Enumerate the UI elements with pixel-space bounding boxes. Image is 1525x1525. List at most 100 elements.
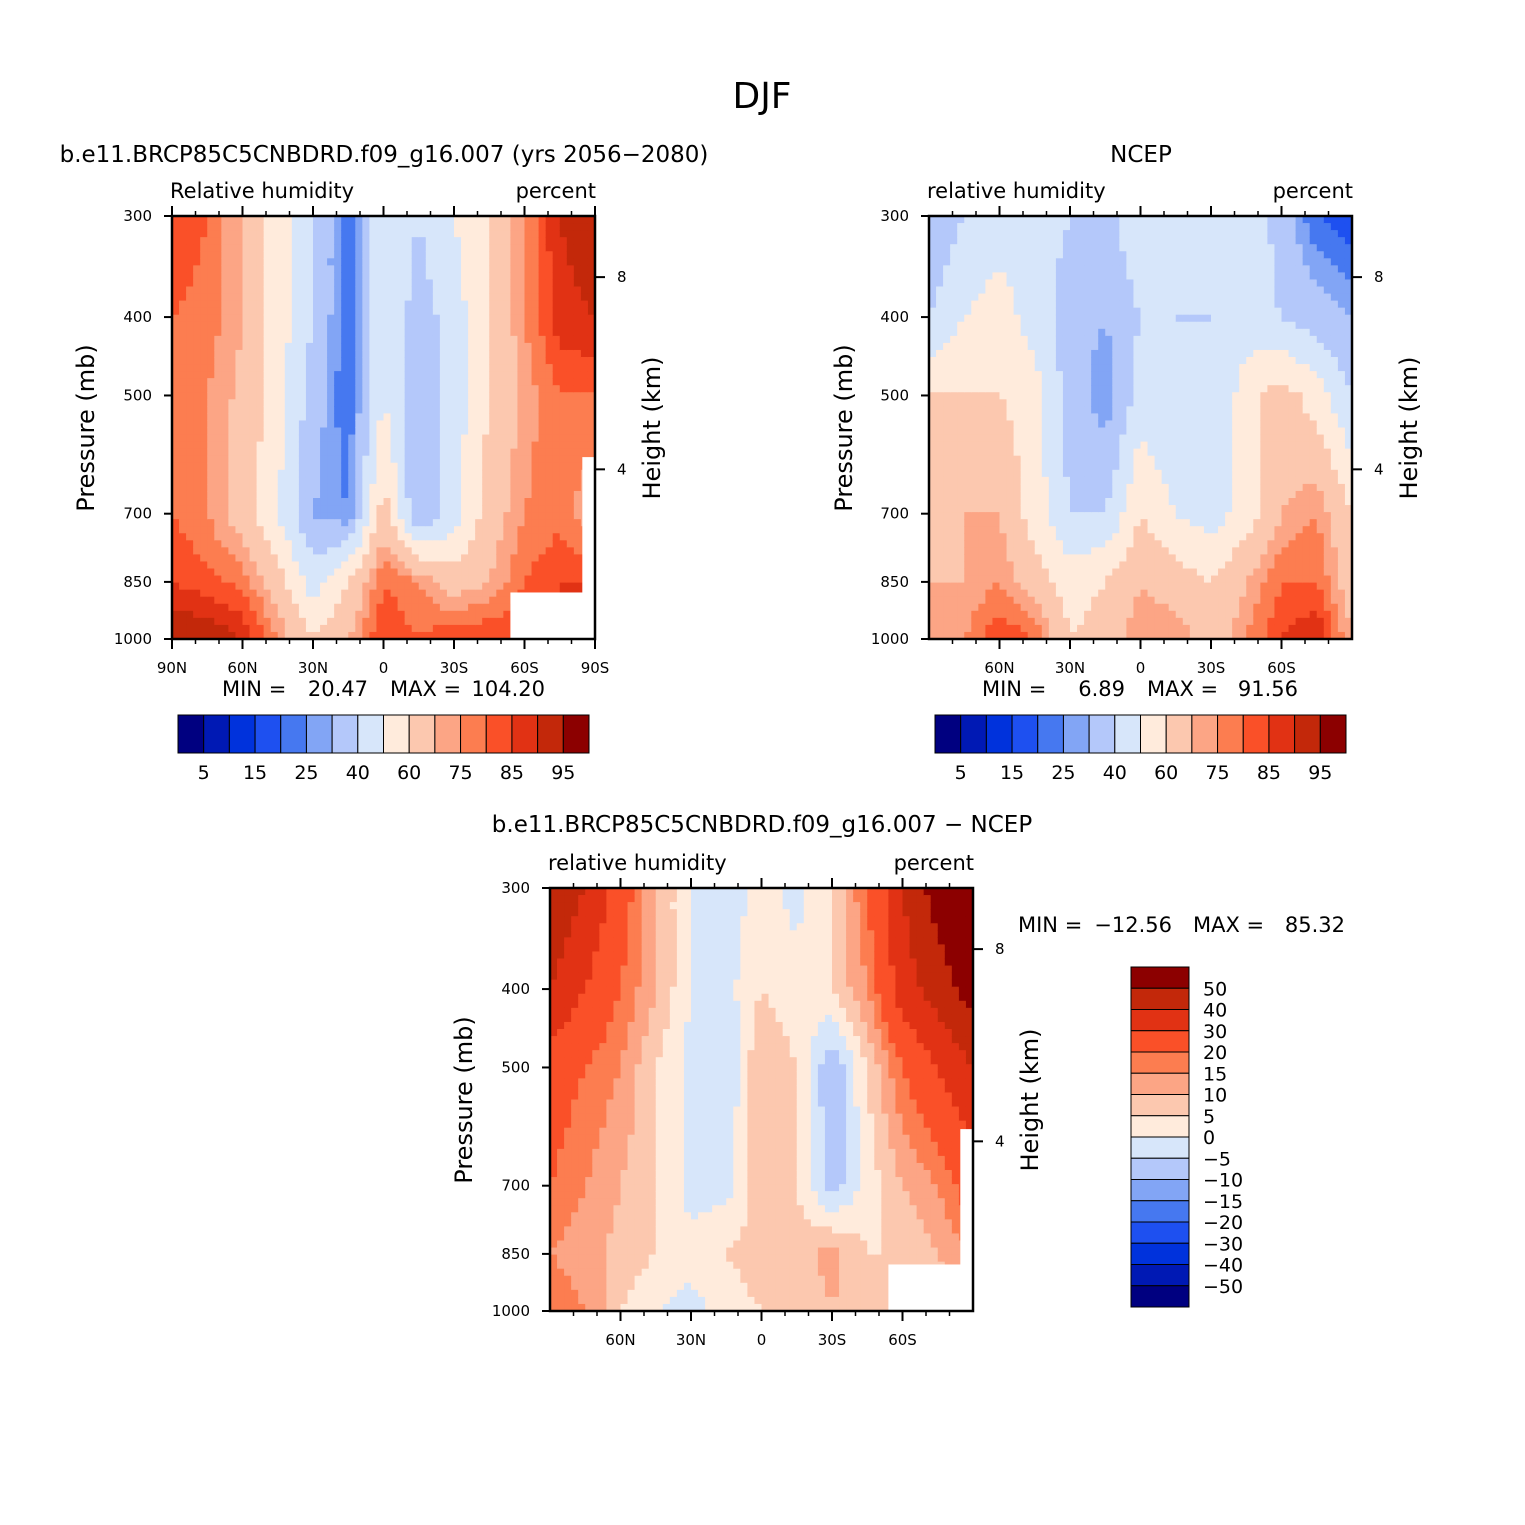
- field-cell: [496, 476, 504, 485]
- field-cell: [228, 441, 237, 450]
- field-cell: [179, 575, 187, 584]
- field-cell: [985, 617, 994, 626]
- field-cell: [425, 596, 434, 605]
- field-cell: [978, 244, 986, 252]
- field-cell: [1006, 462, 1015, 471]
- field-cell: [200, 342, 208, 351]
- field-cell: [503, 441, 511, 450]
- field-cell: [587, 265, 596, 273]
- field-cell: [256, 519, 265, 527]
- field-cell: [1013, 328, 1022, 337]
- field-cell: [929, 223, 937, 231]
- field-cell: [186, 307, 194, 316]
- field-cell: [503, 314, 511, 323]
- field-cell: [992, 603, 1001, 612]
- field-cell: [228, 314, 237, 323]
- field-cell: [200, 314, 208, 323]
- field-cell: [432, 328, 441, 337]
- field-cell: [1034, 300, 1043, 309]
- field-cell: [404, 216, 413, 224]
- field-cell: [376, 272, 385, 281]
- field-cell: [580, 307, 589, 316]
- field-cell: [1062, 505, 1071, 513]
- field-cell: [235, 328, 244, 337]
- field-cell: [468, 286, 476, 295]
- field-cell: [531, 462, 540, 471]
- field-cell: [1020, 427, 1029, 436]
- field-cell: [270, 533, 279, 541]
- field-cell: [531, 237, 540, 245]
- field-cell: [929, 314, 937, 323]
- field-cell: [305, 321, 314, 330]
- field-cell: [362, 378, 370, 386]
- field-cell: [397, 293, 406, 302]
- field-cell: [971, 293, 979, 302]
- field-cell: [263, 610, 272, 619]
- field-cell: [425, 519, 434, 527]
- field-cell: [936, 392, 944, 400]
- field-cell: [172, 512, 180, 520]
- field-cell: [1027, 342, 1036, 351]
- field-cell: [348, 314, 356, 323]
- field-cell: [305, 349, 314, 358]
- field-cell: [186, 216, 194, 224]
- field-cell: [313, 406, 321, 414]
- field-cell: [559, 413, 568, 422]
- field-cell: [496, 596, 504, 605]
- field-cell: [510, 434, 519, 443]
- field-cell: [242, 406, 251, 414]
- field-cell: [1020, 279, 1029, 288]
- field-cell: [228, 357, 237, 365]
- field-cell: [517, 490, 526, 499]
- field-cell: [1041, 258, 1050, 266]
- field-cell: [503, 342, 511, 351]
- field-cell: [320, 455, 328, 464]
- field-cell: [524, 392, 533, 400]
- field-cell: [263, 321, 272, 330]
- field-cell: [503, 519, 511, 527]
- field-cell: [1006, 342, 1015, 351]
- field-cell: [390, 610, 399, 619]
- field-cell: [489, 533, 497, 541]
- field-cell: [334, 476, 342, 485]
- field-cell: [1020, 575, 1029, 584]
- field-cell: [200, 582, 208, 591]
- field-cell: [376, 554, 385, 563]
- field-cell: [964, 526, 972, 534]
- field-cell: [971, 631, 979, 640]
- field-cell: [978, 568, 986, 577]
- field-cell: [355, 554, 363, 563]
- field-cell: [172, 441, 180, 450]
- field-cell: [348, 455, 356, 464]
- field-cell: [1055, 533, 1064, 541]
- field-cell: [179, 258, 187, 266]
- field-cell: [538, 441, 547, 450]
- field-cell: [1006, 526, 1015, 534]
- field-cell: [971, 349, 979, 358]
- field-cell: [1034, 596, 1043, 605]
- panel-ncep: NCEP relative humidity percent 300400500…: [830, 142, 1423, 784]
- field-cell: [207, 385, 215, 393]
- field-cell: [397, 540, 406, 548]
- field-cell: [207, 244, 215, 252]
- field-cell: [355, 216, 363, 224]
- field-cell: [193, 483, 201, 492]
- field-cell: [172, 617, 180, 626]
- field-cell: [341, 392, 349, 400]
- field-cell: [425, 244, 434, 252]
- field-cell: [305, 575, 314, 584]
- field-cell: [277, 469, 286, 478]
- field-cell: [418, 399, 427, 407]
- field-cell: [284, 216, 293, 224]
- field-cell: [432, 223, 441, 231]
- field-cell: [249, 357, 258, 365]
- field-cell: [291, 441, 300, 450]
- field-cell: [587, 216, 596, 224]
- field-cell: [587, 300, 596, 309]
- field-cell: [235, 314, 244, 323]
- field-cell: [439, 413, 448, 422]
- field-cell: [950, 385, 958, 393]
- field-cell: [1006, 519, 1015, 527]
- field-cell: [249, 561, 258, 570]
- field-cell: [992, 624, 1001, 633]
